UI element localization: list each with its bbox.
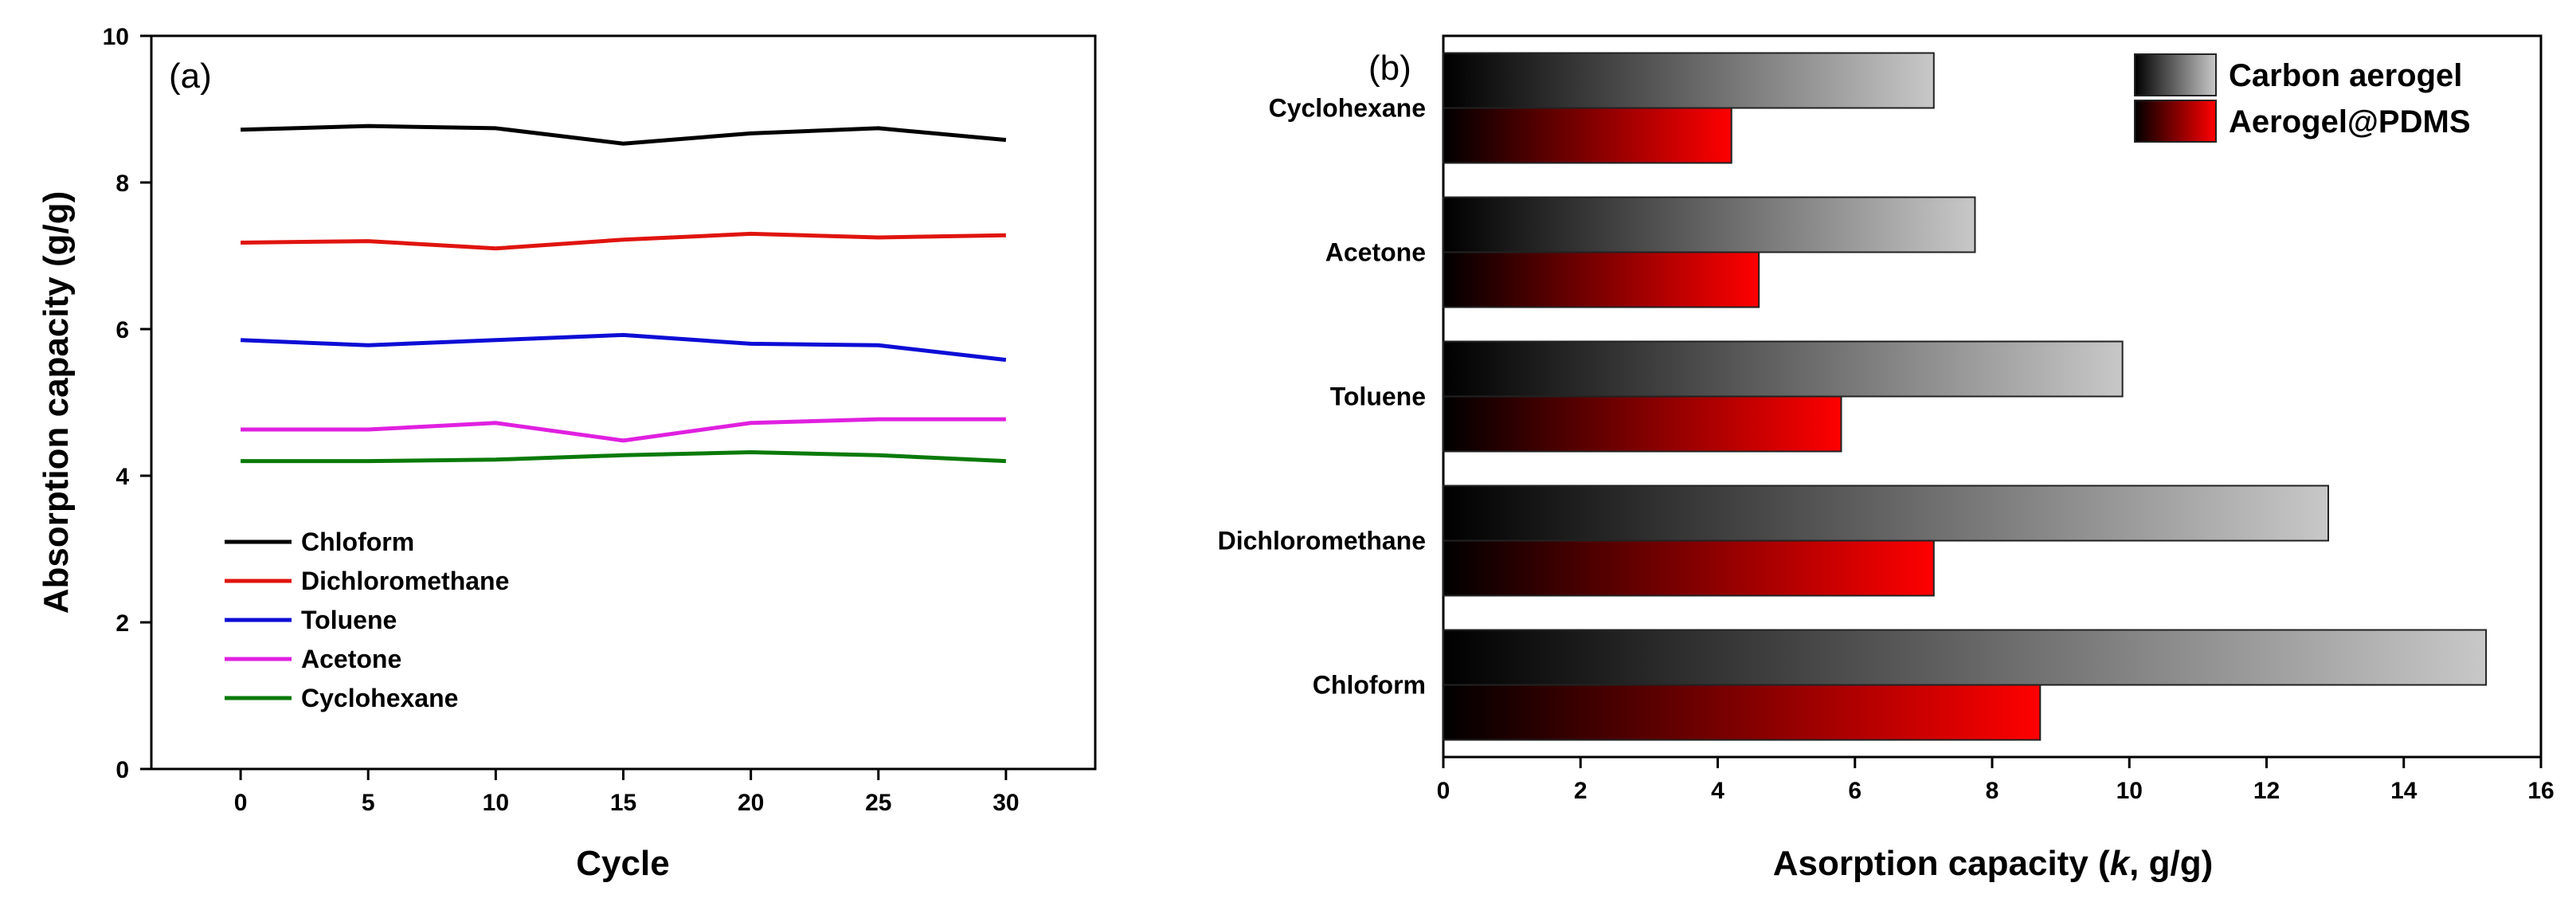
bar-cyclohexane-carbon-aerogel xyxy=(1443,52,1935,109)
bar-toluene-aerogel-pdms xyxy=(1443,395,1842,453)
panel-a-x-tick-label: 5 xyxy=(362,790,375,816)
legend-swatch-carbon-aerogel xyxy=(2134,53,2217,96)
panel-a-y-tick-label: 8 xyxy=(115,171,129,197)
panel-b-x-ticks: 0 2 4 6 8 10 12 14 16 xyxy=(1437,757,2554,804)
panel-a-x-tick-label: 30 xyxy=(992,790,1019,816)
panel-a-x-tick-label: 20 xyxy=(738,790,764,816)
panel-a-series xyxy=(240,124,1007,464)
category-label-toluene: Toluene xyxy=(1330,382,1426,411)
panel-b-x-tick-label: 12 xyxy=(2253,778,2280,804)
legend-label-carbon-aerogel: Carbon aerogel xyxy=(2229,58,2462,93)
panel-a-x-axis-title: Cycle xyxy=(576,844,669,883)
category-label-cyclohexane: Cyclohexane xyxy=(1269,94,1426,123)
panel-b-bars xyxy=(1443,52,2488,741)
bar-chloform-carbon-aerogel xyxy=(1443,629,2488,686)
series-line-dichloromethane xyxy=(241,231,1006,251)
legend-label-cyclohexane: Cyclohexane xyxy=(301,684,458,712)
panel-b-x-tick-label: 6 xyxy=(1848,778,1862,804)
panel-b-x-tick-label: 8 xyxy=(1986,778,1999,804)
panel-b-bar-chart: (b) 0 2 4 6 8 10 12 14 16 Cyclohexane Acetone Tolu… xyxy=(1218,34,2554,883)
panel-a-y-ticks: 0 2 4 6 8 10 xyxy=(103,24,151,783)
panel-a-x-tick-label: 10 xyxy=(483,790,509,816)
panel-a-y-tick-label: 6 xyxy=(115,317,129,343)
panel-a-label: (a) xyxy=(169,57,212,96)
panel-a-x-tick-label: 15 xyxy=(610,790,636,816)
panel-b-x-tick-label: 10 xyxy=(2116,778,2143,804)
panel-b-x-tick-label: 4 xyxy=(1711,778,1725,804)
panel-a-x-ticks: 0 5 10 15 20 25 30 xyxy=(234,769,1020,816)
panel-b-x-axis-title-start: Asorption capacity ( xyxy=(1773,844,2110,883)
bar-dichloromethane-aerogel-pdms xyxy=(1443,539,1935,597)
bar-acetone-carbon-aerogel xyxy=(1443,196,1976,253)
bar-cyclohexane-aerogel-pdms xyxy=(1443,107,1732,164)
panel-b-x-axis-title-end: , g/g) xyxy=(2129,844,2213,883)
panel-a-legend: Chloform Dichloromethane Toluene Acetone Cyc… xyxy=(225,528,509,712)
series-line-cyclohexane xyxy=(241,450,1007,464)
category-label-chloform: Chloform xyxy=(1313,671,1426,700)
bar-toluene-carbon-aerogel xyxy=(1443,340,2124,398)
legend-label-toluene: Toluene xyxy=(301,606,397,634)
category-label-dichloromethane: Dichloromethane xyxy=(1218,527,1426,555)
panel-b-label: (b) xyxy=(1368,49,1411,88)
series-line-chloform xyxy=(241,124,1007,146)
panel-a-y-tick-label: 4 xyxy=(115,464,129,490)
panel-a-frame xyxy=(150,34,1097,771)
legend-swatch-aerogel-pdms xyxy=(2134,100,2217,143)
panel-a-line-chart: (a) 0 5 10 15 20 25 30 0 2 4 6 8 10 Chloform Dichlor… xyxy=(37,24,1097,883)
panel-b-x-axis-title: Asorption capacity (k, g/g) xyxy=(1773,844,2214,883)
panel-b-x-tick-label: 14 xyxy=(2390,778,2417,804)
panel-b-x-tick-label: 2 xyxy=(1574,778,1587,804)
series-line-toluene xyxy=(240,332,1007,363)
panel-a-y-tick-label: 10 xyxy=(103,24,129,50)
panel-b-x-tick-label: 0 xyxy=(1437,778,1450,804)
legend-label-dichloromethane: Dichloromethane xyxy=(301,567,509,595)
series-line-acetone xyxy=(241,417,1006,443)
bar-acetone-aerogel-pdms xyxy=(1443,251,1760,308)
panel-b-legend: Carbon aerogel Aerogel@PDMS xyxy=(2134,53,2471,143)
panel-a-x-tick-label: 25 xyxy=(865,790,891,816)
panel-b-category-labels: Cyclohexane Acetone Toluene Dichloromethane… xyxy=(1218,94,1426,700)
bar-chloform-aerogel-pdms xyxy=(1443,684,2042,741)
panel-a-y-tick-label: 2 xyxy=(115,610,129,637)
panel-a-x-tick-label: 0 xyxy=(234,790,248,816)
panel-a-y-axis-title: Absorption capacity (g/g) xyxy=(37,191,76,614)
legend-label-acetone: Acetone xyxy=(301,645,401,673)
panel-a-y-tick-label: 0 xyxy=(115,757,129,783)
panel-b-x-axis-title-k: k xyxy=(2110,844,2132,883)
panel-b-x-tick-label: 16 xyxy=(2527,778,2554,804)
legend-label-aerogel-pdms: Aerogel@PDMS xyxy=(2229,104,2471,139)
legend-label-chloform: Chloform xyxy=(301,528,414,556)
bar-dichloromethane-carbon-aerogel xyxy=(1443,484,2330,542)
category-label-acetone: Acetone xyxy=(1325,238,1426,267)
